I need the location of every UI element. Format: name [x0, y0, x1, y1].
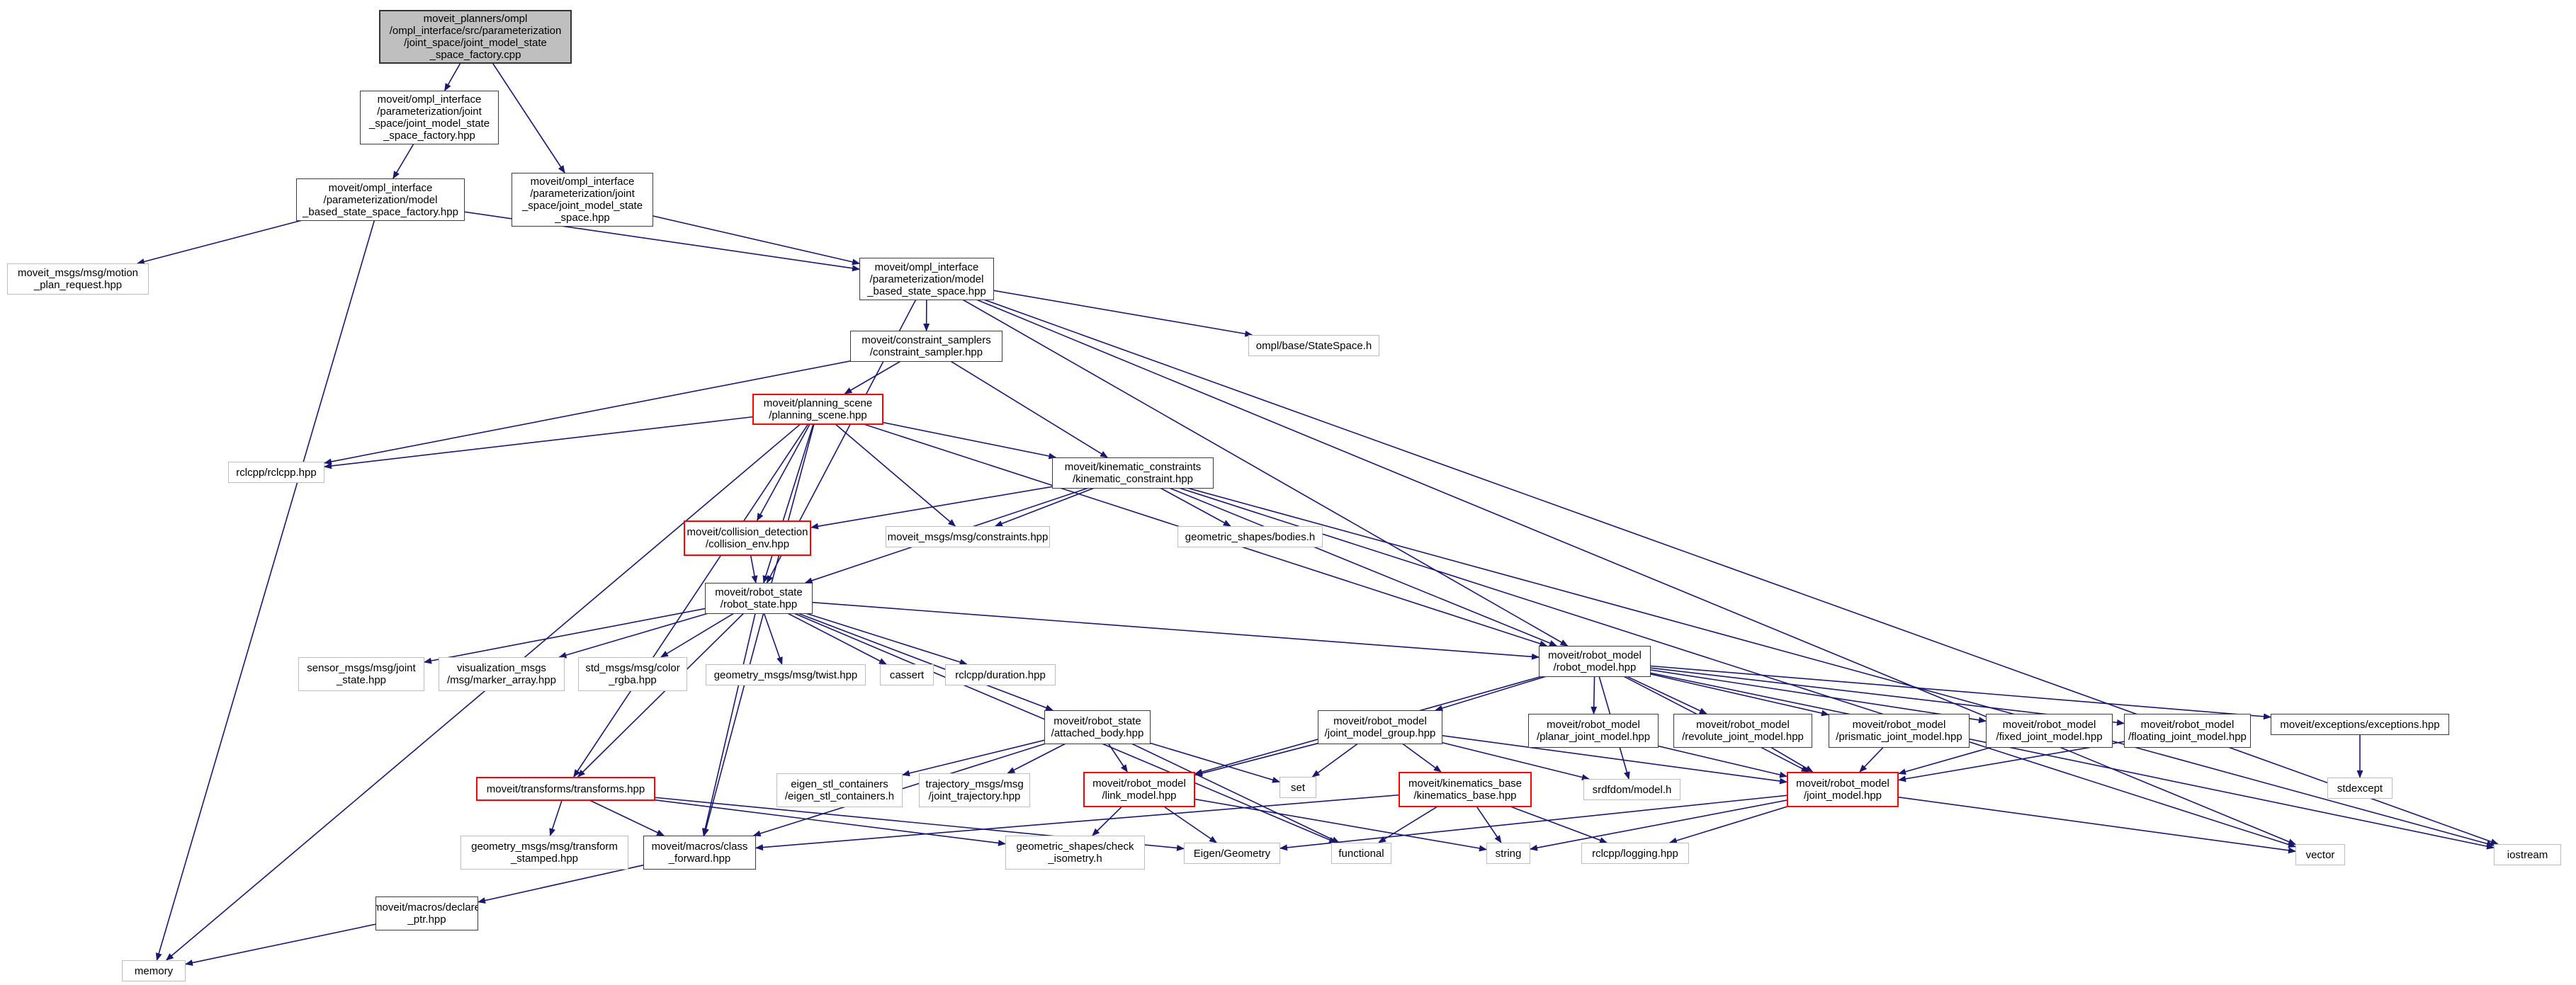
- graph-node-duration[interactable]: rclcpp/duration.hpp: [945, 664, 1056, 685]
- graph-node-mpr[interactable]: moveit_msgs/msg/motion _plan_request.hpp: [7, 263, 149, 295]
- graph-edge-cs-kc: [926, 346, 1109, 458]
- graph-edge-jm-vec: [1842, 789, 2296, 854]
- graph-node-fixed[interactable]: moveit/robot_model /fixed_joint_model.hp…: [1986, 714, 2113, 748]
- graph-node-planar[interactable]: moveit/robot_model /planar_joint_model.h…: [1528, 714, 1659, 748]
- graph-edge-ps-cf: [703, 409, 819, 836]
- graph-node-dp[interactable]: moveit/macros/declare _ptr.hpp: [375, 896, 478, 930]
- graph-edge-cs-rclcpp: [324, 346, 927, 465]
- graph-node-jmg[interactable]: moveit/robot_model /joint_model_group.hp…: [1318, 710, 1442, 744]
- graph-node-rs[interactable]: moveit/robot_state /robot_state.hpp: [705, 583, 813, 614]
- graph-edge-ps-rs: [762, 409, 819, 583]
- graph-edge-kb-cf: [755, 789, 1466, 851]
- graph-edge-kc-rm: [1132, 472, 1558, 647]
- graph-edge-kc-vec: [1132, 472, 2296, 848]
- graph-node-mem[interactable]: memory: [122, 960, 186, 981]
- graph-edge-ps-ce: [756, 409, 819, 521]
- graph-node-rm[interactable]: moveit/robot_model /robot_model.hpp: [1539, 646, 1651, 677]
- graph-node-ss_h[interactable]: ompl/base/StateSpace.h: [1248, 335, 1379, 356]
- graph-node-ios[interactable]: iostream: [2494, 844, 2561, 865]
- graph-edge-mbs_hpp-vec: [926, 278, 2296, 845]
- graph-node-ci[interactable]: geometric_shapes/check _isometry.h: [1005, 836, 1145, 870]
- graph-node-jmsf_hpp[interactable]: moveit/ompl_interface /parameterization/…: [360, 91, 499, 144]
- graph-node-cmsg[interactable]: moveit_msgs/msg/constraints.hpp: [886, 526, 1050, 547]
- graph-node-eg[interactable]: Eigen/Geometry: [1184, 843, 1280, 864]
- graph-edge-rs-cf: [701, 598, 759, 836]
- graph-node-esc[interactable]: eigen_stl_containers /eigen_stl_containe…: [776, 773, 903, 807]
- graph-node-rgba[interactable]: std_msgs/msg/color _rgba.hpp: [578, 657, 687, 691]
- graph-node-prismatic[interactable]: moveit/robot_model /prismatic_joint_mode…: [1829, 714, 1970, 748]
- graph-node-mbs_hpp[interactable]: moveit/ompl_interface /parameterization/…: [859, 258, 994, 300]
- graph-node-twist[interactable]: geometry_msgs/msg/twist.hpp: [706, 664, 866, 685]
- graph-node-jms_hpp[interactable]: moveit/ompl_interface /parameterization/…: [512, 173, 653, 227]
- graph-edge-ps-tf: [573, 409, 819, 778]
- graph-node-jm[interactable]: moveit/robot_model /joint_model.hpp: [1787, 772, 1899, 807]
- graph-node-stdexcept[interactable]: stdexcept: [2327, 778, 2393, 799]
- graph-node-func[interactable]: functional: [1331, 843, 1391, 864]
- graph-edge-ab-func: [1097, 727, 1340, 843]
- graph-node-cassert[interactable]: cassert: [880, 664, 934, 685]
- graph-edge-lm-str: [1139, 789, 1487, 852]
- graph-edge-mbf_hpp-mem: [155, 199, 381, 961]
- graph-edge-ps-rclcpp: [324, 409, 818, 469]
- graph-edge-rs-rm: [758, 598, 1540, 660]
- graph-node-floating[interactable]: moveit/robot_model /floating_joint_model…: [2124, 714, 2251, 748]
- graph-node-marker[interactable]: visualization_msgs /msg/marker_array.hpp: [439, 657, 565, 691]
- graph-node-kc[interactable]: moveit/kinematic_constraints /kinematic_…: [1052, 457, 1214, 489]
- graph-edge-mbs_hpp-ios: [926, 278, 2499, 845]
- graph-node-str[interactable]: string: [1486, 843, 1530, 864]
- graph-node-rclcpp[interactable]: rclcpp/rclcpp.hpp: [228, 462, 324, 483]
- graph-edge-kc-ios: [1132, 472, 2495, 847]
- graph-node-log[interactable]: rclcpp/logging.hpp: [1581, 843, 1689, 864]
- graph-node-traj[interactable]: trajectory_msgs/msg /joint_trajectory.hp…: [919, 773, 1030, 807]
- graph-edge-rs-sensor: [424, 598, 759, 664]
- graph-node-cf[interactable]: moveit/macros/class _forward.hpp: [643, 836, 756, 870]
- graph-node-cpp: moveit_planners/ompl /ompl_interface/src…: [379, 10, 572, 64]
- graph-edge-rm-fixed: [1594, 661, 1987, 724]
- graph-node-revolute[interactable]: moveit/robot_model /revolute_joint_model…: [1673, 714, 1812, 748]
- graph-edge-rm-ios: [1594, 661, 2495, 850]
- graph-edge-rm-floating: [1594, 661, 2125, 726]
- graph-node-tf[interactable]: moveit/transforms/transforms.hpp: [476, 777, 655, 801]
- graph-edge-jm-eg: [1279, 789, 1843, 851]
- graph-node-srdf[interactable]: srdfdom/model.h: [1583, 779, 1680, 800]
- graph-node-ab[interactable]: moveit/robot_state /attached_body.hpp: [1044, 710, 1151, 744]
- graph-node-set[interactable]: set: [1279, 777, 1316, 798]
- graph-node-lm[interactable]: moveit/robot_model /link_model.hpp: [1083, 772, 1195, 807]
- graph-edge-ps-cmsg: [817, 409, 956, 527]
- graph-node-mbf_hpp[interactable]: moveit/ompl_interface /parameterization/…: [296, 178, 465, 221]
- graph-node-cs[interactable]: moveit/constraint_samplers /constraint_s…: [850, 331, 1002, 362]
- graph-node-ts[interactable]: geometry_msgs/msg/transform _stamped.hpp: [461, 836, 628, 870]
- graph-node-vec[interactable]: vector: [2295, 844, 2345, 865]
- graph-edge-jmg-jm: [1379, 727, 1787, 785]
- graph-node-exc[interactable]: moveit/exceptions/exceptions.hpp: [2271, 714, 2449, 735]
- graph-node-bodies[interactable]: geometric_shapes/bodies.h: [1177, 526, 1323, 547]
- graph-edge-rs-ab: [758, 598, 1053, 711]
- graph-node-ce[interactable]: moveit/collision_detection /collision_en…: [684, 520, 811, 556]
- graph-node-kb[interactable]: moveit/kinematics_base /kinematics_base.…: [1399, 772, 1532, 807]
- graph-node-sensor[interactable]: sensor_msgs/msg/joint _state.hpp: [298, 657, 424, 691]
- graph-edge-mbs_hpp-rm: [926, 278, 1569, 647]
- graph-node-ps[interactable]: moveit/planning_scene /planning_scene.hp…: [752, 394, 883, 425]
- graph-edge-rm-exc: [1594, 661, 2271, 720]
